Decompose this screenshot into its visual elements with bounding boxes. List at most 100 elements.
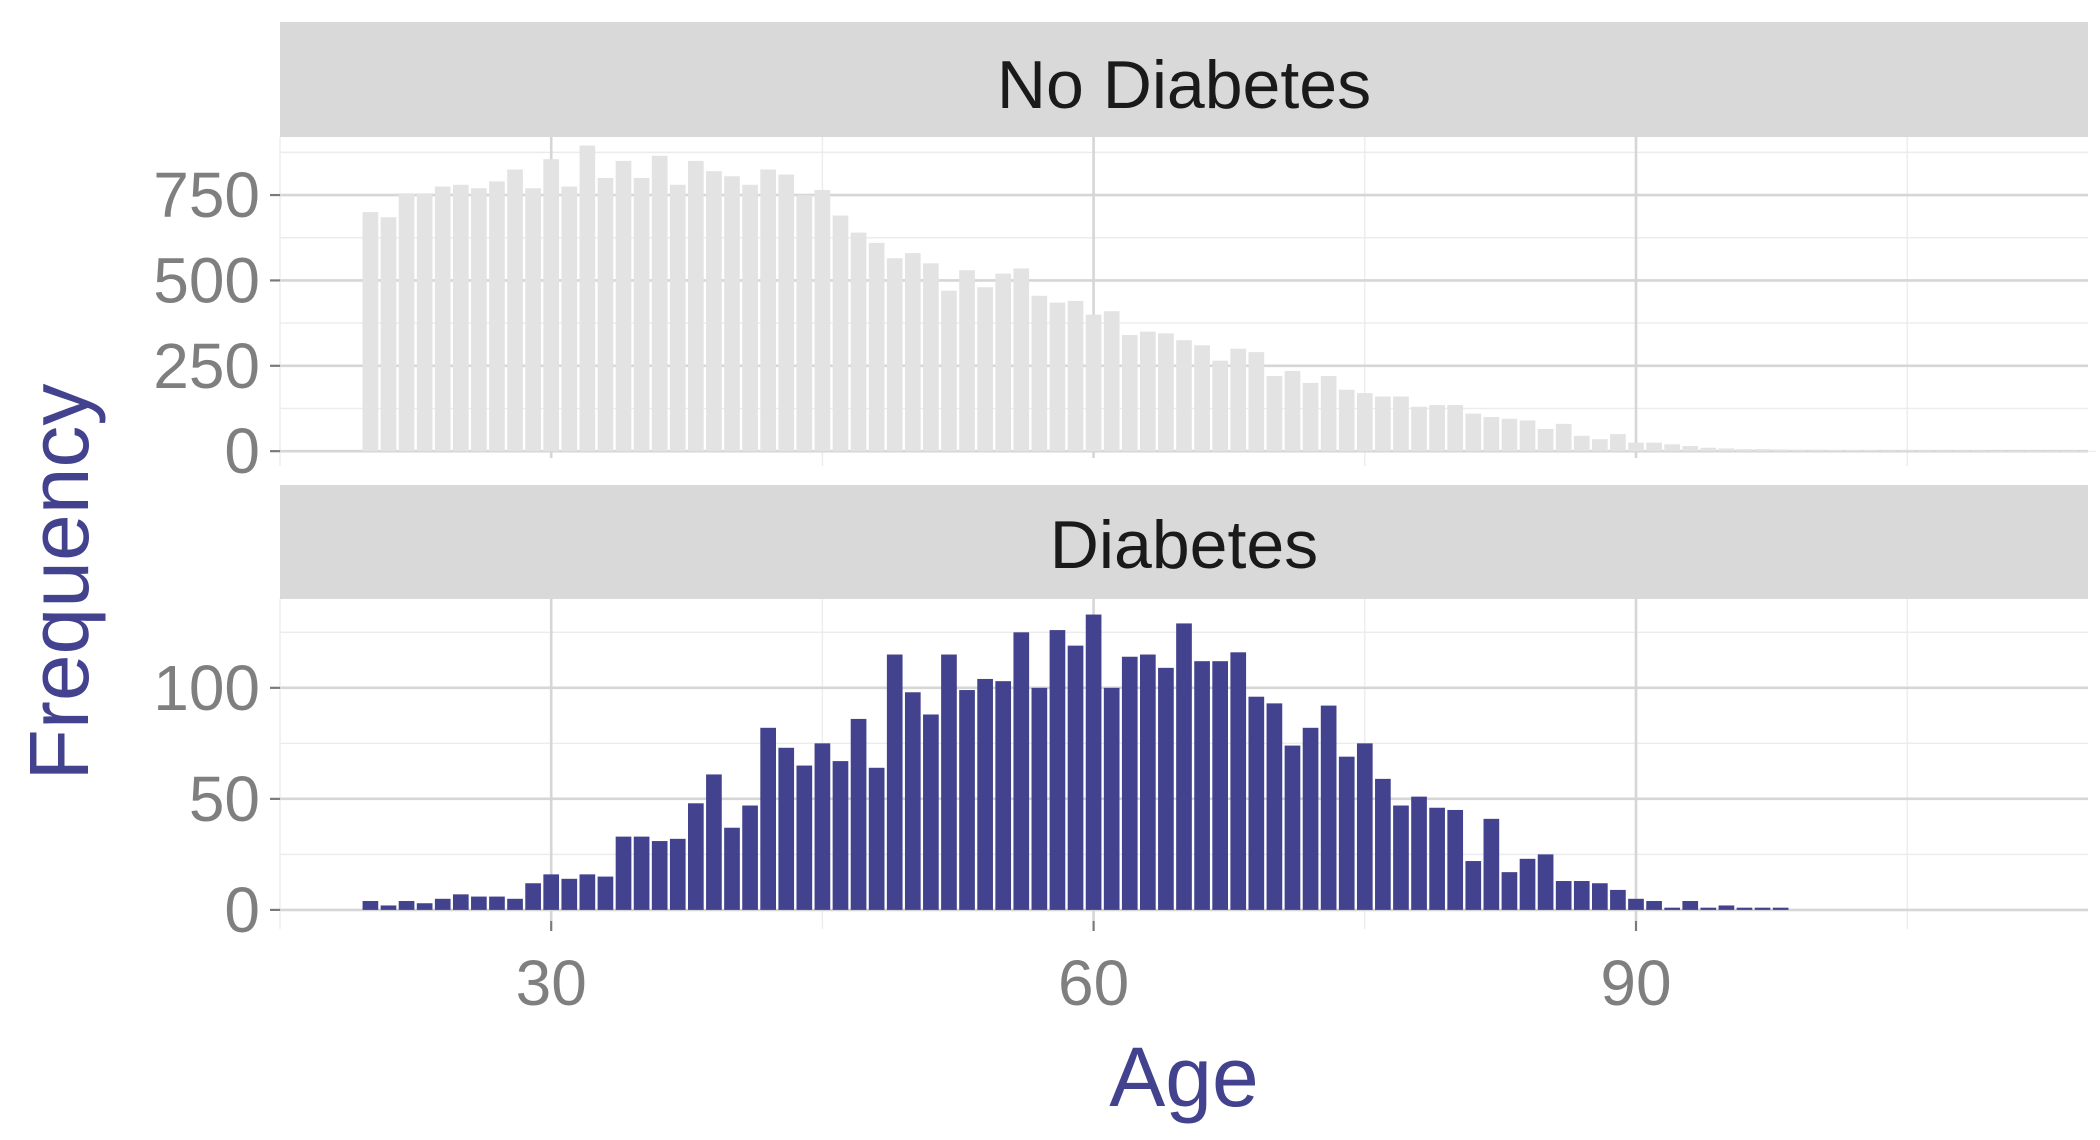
histogram-bar [1158,667,1174,910]
histogram-bar [923,263,939,452]
histogram-bar [1501,418,1518,452]
histogram-bar [868,767,885,910]
histogram-bar [1573,435,1590,452]
histogram-bar [1628,442,1644,452]
histogram-bar [1212,360,1228,452]
histogram-bar [1176,623,1192,910]
histogram-bar [380,905,397,910]
histogram-bar [669,184,686,452]
x-tick-label: 30 [516,947,587,1019]
histogram-bar [1881,450,1897,452]
histogram-bar [1501,872,1518,910]
histogram-bar [760,169,776,452]
panel-diabetes: Diabetes 0 50 100 [153,485,2088,946]
y-tick-label: 50 [189,763,260,835]
histogram-bar [1375,778,1391,910]
x-axis-title: Age [1109,1030,1258,1124]
histogram-bar [1103,311,1120,452]
histogram-bar [832,215,849,452]
bars-diabetes [362,614,1789,910]
histogram-bar [1284,370,1301,452]
histogram-bar [1447,809,1464,910]
histogram-bar [579,145,596,452]
histogram-bar [1121,656,1138,910]
histogram-bar [1808,449,1825,452]
histogram-bar [1302,727,1319,910]
histogram-bar [904,692,921,910]
histogram-bar [471,896,487,910]
histogram-bar [543,159,560,452]
histogram-bar [1356,393,1373,452]
histogram-bar [1284,745,1301,910]
histogram-bar [1194,345,1210,452]
y-tick-label: 250 [153,330,260,402]
histogram-bar [1338,389,1355,452]
histogram-bar [1628,898,1644,910]
histogram-bar [1537,428,1554,452]
histogram-bar [904,253,921,452]
x-tick-label: 60 [1058,947,1129,1019]
histogram-bar [1899,450,1916,452]
histogram-bar [1248,352,1265,452]
histogram-bar [633,177,650,452]
histogram-bar [1067,645,1084,910]
histogram-bar [2025,450,2042,452]
histogram-bar [1465,861,1482,910]
histogram-bar [1411,796,1427,910]
histogram-bar [688,160,704,452]
histogram-bar [742,184,758,452]
histogram-bar [724,176,740,452]
y-axis-diabetes: 0 50 100 [153,652,280,946]
histogram-bar [1302,382,1319,452]
histogram-bar [1682,446,1699,452]
histogram-bar [1447,405,1464,452]
strip-diabetes [280,485,2088,599]
histogram-bar [1049,630,1066,910]
histogram-bar [362,212,379,452]
histogram-bar [1519,420,1536,452]
histogram-bar [941,654,957,910]
histogram-bar [959,690,975,910]
histogram-bar [1736,449,1753,452]
histogram-bar [1592,883,1608,910]
histogram-bar [1429,807,1445,910]
histogram-bar [1031,295,1048,452]
histogram-bar [1465,413,1482,452]
histogram-bar [1393,396,1409,452]
histogram-bar [398,901,415,910]
histogram-bar [525,188,541,452]
histogram-bar [886,654,903,910]
histogram-bar [1935,450,1952,452]
histogram-bar [941,290,957,452]
histogram-bar [1067,300,1084,452]
histogram-bar [434,898,451,910]
histogram-bar [380,217,397,452]
histogram-bar [489,181,505,452]
histogram-bar [742,805,758,910]
histogram-bar [814,743,831,910]
histogram-bar [850,718,867,910]
strip-title-diabetes: Diabetes [1050,507,1318,583]
histogram-bar [1537,854,1554,910]
histogram-bar [1429,405,1445,452]
y-tick-label: 0 [224,415,260,487]
histogram-bar [814,189,831,452]
histogram-bar [868,242,885,452]
histogram-bar [1103,687,1120,910]
histogram-bar [615,836,632,910]
histogram-bar [724,827,740,910]
histogram-bar [398,193,415,452]
histogram-bar [1085,614,1102,910]
histogram-bar [525,883,541,910]
histogram-bar [977,678,993,910]
y-tick-label: 100 [153,652,260,724]
histogram-bar [1592,439,1608,452]
histogram-bar [1031,687,1048,910]
histogram-bar [1971,450,1988,452]
y-axis-title: Frequency [12,384,106,781]
histogram-bar [1194,661,1210,910]
histogram-bar [669,838,686,910]
y-tick-label: 500 [153,244,260,316]
histogram-bar [1230,348,1247,452]
